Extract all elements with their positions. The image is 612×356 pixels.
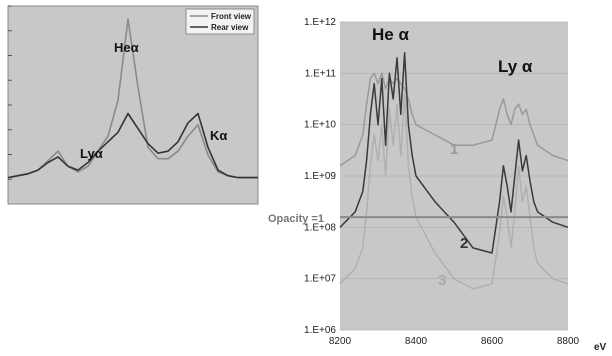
- right-y-tick-label: 1.E+11: [305, 68, 337, 79]
- right-y-tick-label: 1.E+12: [304, 17, 336, 28]
- left-chart: Front view Rear view Heα Lyα Kα: [7, 5, 259, 205]
- curve-label-1: 1: [450, 141, 458, 158]
- right-x-tick-labels: 8200 8400 8600 8800: [329, 336, 580, 347]
- right-series-line-3: [339, 93, 569, 290]
- right-series-line-2: [339, 52, 569, 254]
- right-chart: 1.E+06 1.E+07 1.E+08 1.E+09 1.E+10 1.E+11 1.E+…: [268, 17, 607, 353]
- right-y-tick-label: 1.E+06: [304, 325, 336, 336]
- left-legend: Front view Rear view: [185, 8, 255, 35]
- right-series-line-1: [339, 72, 569, 167]
- right-x-tick-label: 8400: [405, 336, 428, 347]
- right-y-tick-label: 1.E+09: [304, 171, 336, 182]
- annotation-opacity: Opacity =1: [268, 213, 324, 225]
- legend-label-rear: Rear view: [211, 23, 249, 32]
- annotation-ly-alpha-left: Lyα: [80, 146, 103, 161]
- annotation-k-alpha-left: Kα: [210, 128, 227, 143]
- left-series-lines: [7, 18, 258, 179]
- left-series-line-rear: [7, 112, 258, 179]
- x-axis-label: eV: [594, 342, 607, 353]
- annotation-ly-alpha-right: Ly α: [498, 57, 533, 76]
- legend-label-front: Front view: [211, 12, 252, 21]
- right-y-tick-label: 1.E+10: [304, 120, 336, 131]
- right-y-tick-label: 1.E+08: [304, 222, 336, 233]
- right-y-tick-label: 1.E+07: [304, 274, 336, 285]
- right-y-tick-labels: 1.E+06 1.E+07 1.E+08 1.E+09 1.E+10 1.E+11 1.E+…: [304, 17, 336, 336]
- annotation-he-alpha-right: He α: [372, 25, 409, 44]
- left-y-ticks: [8, 5, 12, 180]
- curve-label-2: 2: [460, 235, 468, 252]
- left-series-line-front: [7, 18, 258, 179]
- curve-label-3: 3: [438, 272, 446, 289]
- left-plot-area: [7, 5, 259, 205]
- legend-box: [185, 8, 255, 35]
- right-x-tick-label: 8800: [557, 336, 580, 347]
- right-series-lines: [339, 52, 569, 290]
- annotation-he-alpha-left: Heα: [114, 40, 139, 55]
- right-x-tick-label: 8200: [329, 336, 352, 347]
- right-x-tick-label: 8600: [481, 336, 504, 347]
